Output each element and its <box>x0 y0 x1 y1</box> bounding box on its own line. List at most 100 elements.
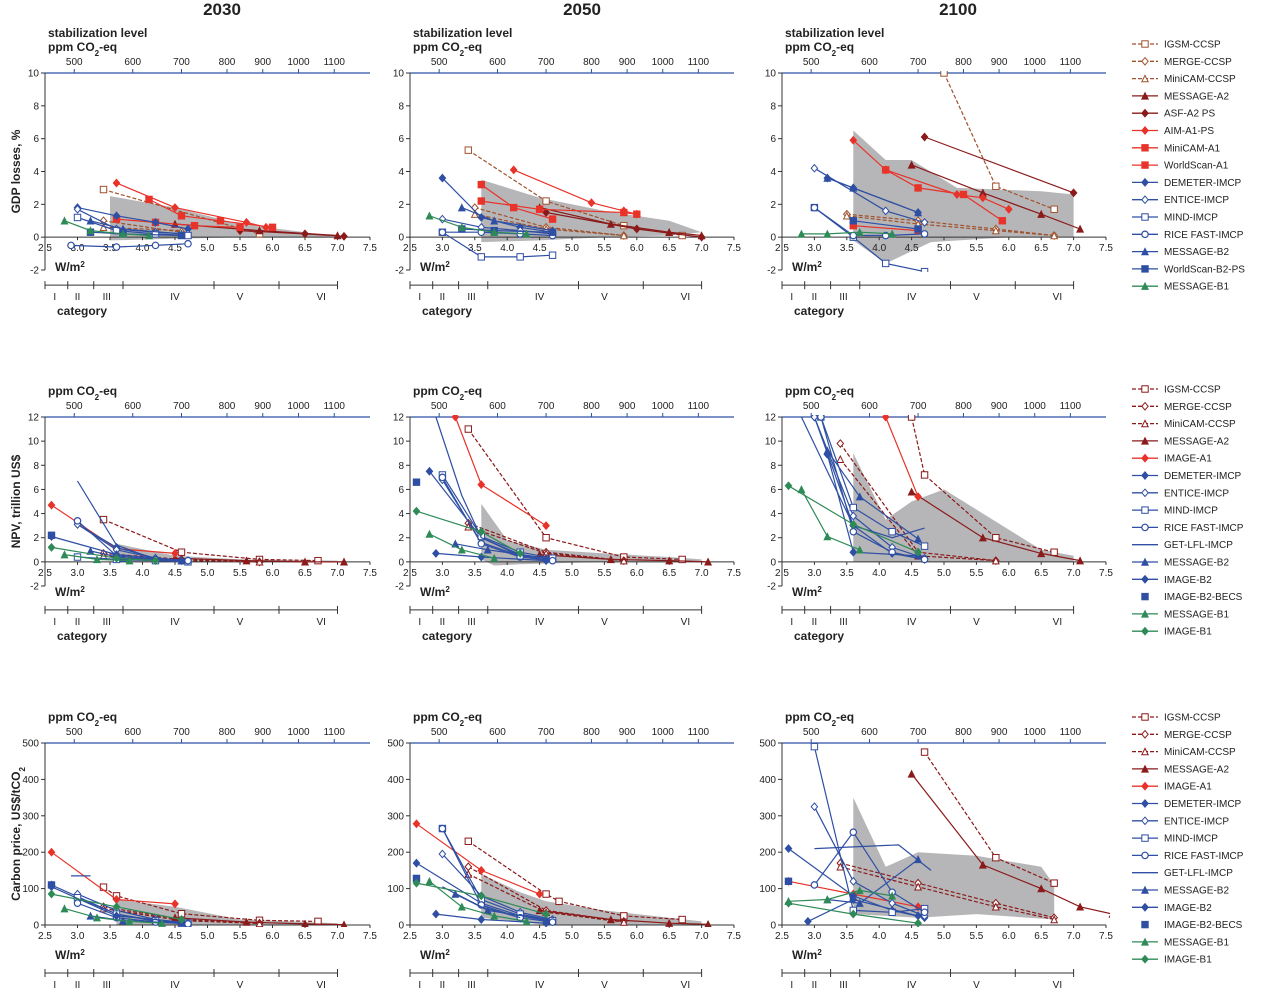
data-point-worldscan-a1 <box>620 208 628 217</box>
legend-marker <box>1141 385 1149 393</box>
data-point-mind-imcp <box>477 253 485 261</box>
data-point-asf-a2-ps <box>632 224 641 234</box>
category-label: II <box>440 980 446 991</box>
x-tick-label: 4.0 <box>872 243 886 254</box>
legend-marker <box>1141 56 1149 66</box>
x-tick-label: 7.5 <box>727 243 741 254</box>
data-point-message-a2 <box>606 915 615 924</box>
x-tick-label: 7.0 <box>1067 931 1081 942</box>
x-tick-label: 6.5 <box>662 931 676 942</box>
legend-item-asf-a2-ps: ASF-A2 PS <box>1132 109 1215 120</box>
data-point-worldscan-a1 <box>477 197 485 205</box>
y-axis-title: Carbon price, US$/tCO2 <box>9 767 27 901</box>
series-image-b2 <box>823 449 922 561</box>
category-label: I <box>53 980 56 991</box>
ppm-tick-label: 1000 <box>287 401 310 412</box>
x-tick-label: 5.0 <box>565 568 579 579</box>
ppm-tick-label: 500 <box>431 727 448 738</box>
y-axis-title: GDP losses, % <box>9 129 23 213</box>
legend-label: IMAGE-A1 <box>1164 782 1212 793</box>
x-tick-label: 5.5 <box>233 931 247 942</box>
data-point-mind-imcp <box>888 527 896 536</box>
data-point-image-b2 <box>432 909 440 919</box>
range-band <box>481 503 702 566</box>
x-axis: 2.5 3.0 3.5 4.0 4.5 5.0 5.5 6.0 6.5 7.0 7.5 <box>38 924 377 942</box>
series-line-rice-fast-imcp <box>813 831 925 913</box>
panel-gdp-2030: 500 600 700 800 900 1000 1100 stabilization lev… <box>9 26 377 318</box>
x-tick-label: 5.0 <box>937 931 951 942</box>
data-point-message-b1 <box>823 229 832 238</box>
y-tick-label: 4 <box>770 167 776 178</box>
ppm-tick-label: 600 <box>489 401 506 412</box>
data-point-asf-a2-ps <box>542 208 550 218</box>
category-label: II <box>75 980 81 991</box>
x-tick-label: 3.5 <box>840 931 854 942</box>
data-point-message-b1 <box>855 545 864 554</box>
legend-item-rice-fast-imcp: RICE FAST-IMCP <box>1132 230 1244 241</box>
x-tick-label: 7.0 <box>331 568 345 579</box>
category-label: II <box>812 980 818 991</box>
legend-label: MESSAGE-A2 <box>1164 436 1229 447</box>
legend-label: MERGE-CCSP <box>1164 730 1232 741</box>
legend-item-image-b1: IMAGE-B1 <box>1132 627 1212 638</box>
ppm-tick-label: 800 <box>219 401 236 412</box>
legend-item-demeter-imcp: DEMETER-IMCP <box>1132 178 1242 189</box>
category-label: III <box>103 292 111 303</box>
legend-item-worldscan-a1: WorldScan-A1 <box>1132 161 1229 172</box>
legends: IGSM-CCSP MERGE-CCSP MiniCAM-CCSP MESSAGE-A… <box>1132 40 1245 966</box>
data-point-worldscan-b2-ps <box>548 228 557 236</box>
x-tick-label: 2.5 <box>38 243 52 254</box>
y-tick-label: 0 <box>398 557 404 568</box>
data-point-message-b1 <box>823 895 832 904</box>
category-axis-title: category <box>422 629 472 643</box>
legend-gdp: IGSM-CCSP MERGE-CCSP MiniCAM-CCSP MESSAGE-A… <box>1132 40 1245 293</box>
y-tick-label: 500 <box>22 739 39 750</box>
y-tick-label: 12 <box>765 413 777 424</box>
series-minicam-ccsp <box>836 862 1059 924</box>
y-tick-label: 8 <box>770 461 776 472</box>
legend-item-igsm-ccsp: IGSM-CCSP <box>1132 40 1221 51</box>
series-line-igsm-ccsp <box>103 519 319 562</box>
data-point-rice-fast-imcp <box>548 556 557 565</box>
data-point-message-b2 <box>457 203 466 212</box>
ppm-axis-title: ppm CO2-eq <box>785 384 854 402</box>
legend-item-rice-fast-imcp: RICE FAST-IMCP <box>1132 851 1244 862</box>
data-point-image-b2 <box>849 895 858 904</box>
data-point-rice-fast-imcp <box>920 908 929 917</box>
ppm-tick-label: 1100 <box>1060 57 1082 68</box>
x-tick-label: 7.0 <box>695 568 709 579</box>
data-point-igsm-ccsp <box>1050 205 1058 213</box>
y-tick-label: 2 <box>33 533 39 544</box>
legend-item-message-a2: MESSAGE-A2 <box>1132 91 1229 102</box>
x-tick-label: 6.5 <box>298 931 312 942</box>
legend-marker <box>1141 40 1149 48</box>
y-tick-label: -2 <box>30 266 39 277</box>
data-point-message-a2 <box>704 557 713 566</box>
data-point-rice-fast-imcp <box>849 828 858 836</box>
x-tick-label: 2.5 <box>775 568 789 579</box>
data-point-image-b1 <box>112 902 121 912</box>
x-tick-label: 7.0 <box>1067 568 1081 579</box>
category-label: IV <box>170 292 180 303</box>
legend-label: MESSAGE-B2 <box>1164 886 1229 897</box>
x-tick-label: 5.5 <box>969 243 983 254</box>
data-point-message-a2 <box>1108 914 1110 918</box>
x-tick-label: 2.5 <box>403 243 417 254</box>
legend-item-rice-fast-imcp: RICE FAST-IMCP <box>1132 523 1244 534</box>
data-point-aim-a1-ps <box>979 193 987 203</box>
category-label: I <box>418 617 421 628</box>
data-point-message-b1 <box>457 902 466 911</box>
data-point-message-b1 <box>125 556 134 565</box>
series-group <box>60 178 348 251</box>
y-tick-label: 6 <box>398 134 404 145</box>
legend-item-mind-imcp: MIND-IMCP <box>1132 834 1218 845</box>
ppm-tick-label: 900 <box>991 727 1008 738</box>
category-label: III <box>103 980 111 991</box>
ppm-tick-label: 1000 <box>287 57 310 68</box>
data-point-mind-imcp <box>881 259 890 268</box>
data-point-message-b1 <box>425 211 434 220</box>
series-line-merge-ccsp <box>846 213 1055 237</box>
series-group <box>784 415 1085 566</box>
data-point-image-b1 <box>412 506 421 516</box>
data-point-demeter-imcp <box>425 466 434 476</box>
